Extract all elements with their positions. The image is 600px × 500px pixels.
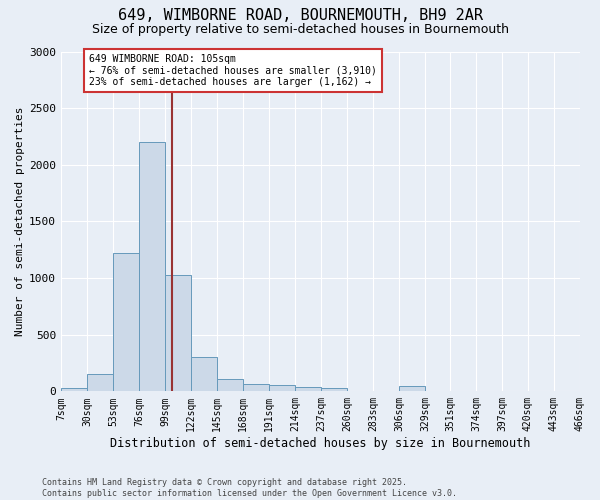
X-axis label: Distribution of semi-detached houses by size in Bournemouth: Distribution of semi-detached houses by …	[110, 437, 531, 450]
Text: Contains HM Land Registry data © Crown copyright and database right 2025.
Contai: Contains HM Land Registry data © Crown c…	[42, 478, 457, 498]
Bar	[139, 142, 165, 392]
Text: Size of property relative to semi-detached houses in Bournemouth: Size of property relative to semi-detach…	[91, 22, 509, 36]
Bar	[373, 391, 399, 392]
Bar	[269, 385, 295, 392]
Bar	[243, 384, 269, 392]
Bar	[165, 274, 191, 392]
Bar	[61, 388, 87, 392]
Bar	[347, 391, 373, 392]
Text: 649 WIMBORNE ROAD: 105sqm
← 76% of semi-detached houses are smaller (3,910)
23% : 649 WIMBORNE ROAD: 105sqm ← 76% of semi-…	[89, 54, 377, 87]
Bar	[191, 357, 217, 392]
Bar	[321, 388, 347, 392]
Bar	[399, 386, 425, 392]
Bar	[113, 253, 139, 392]
Bar	[217, 380, 243, 392]
Text: 649, WIMBORNE ROAD, BOURNEMOUTH, BH9 2AR: 649, WIMBORNE ROAD, BOURNEMOUTH, BH9 2AR	[118, 8, 482, 22]
Bar	[295, 387, 321, 392]
Y-axis label: Number of semi-detached properties: Number of semi-detached properties	[15, 106, 25, 336]
Bar	[87, 374, 113, 392]
